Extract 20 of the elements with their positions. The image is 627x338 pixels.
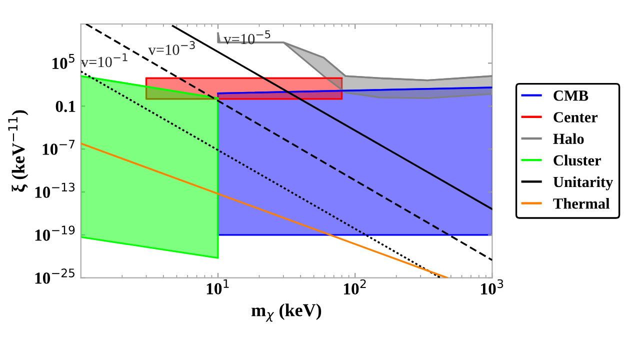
y-tick-label: 0.1 <box>56 100 76 112</box>
x-tick-label: 10$^{1}$ <box>206 279 229 294</box>
y-axis-title: ξ (keV$^{−11}$) <box>8 110 28 192</box>
y-tick-label: 10$^{5}$ <box>52 54 74 70</box>
annotation: v=10$^{−3}$ <box>148 41 195 55</box>
x-axis-title: m$_{χ}$ (keV) <box>252 304 322 322</box>
y-tick-label: 10$^{−25}$ <box>35 268 74 284</box>
legend-label: CMB <box>554 90 588 101</box>
annotation: v=10$^{−1}$ <box>80 53 128 68</box>
x-tick-label: 10$^{2}$ <box>344 279 366 295</box>
legend-label: Cluster <box>554 154 601 166</box>
legend-label: Halo <box>553 133 584 144</box>
legend-label: Unitarity <box>553 176 614 190</box>
annotation: v=10$^{−5}$ <box>224 30 270 44</box>
legend-label: Center <box>554 112 598 122</box>
y-tick-label: 10$^{−19}$ <box>35 226 75 241</box>
legend-label: Thermal <box>553 198 610 209</box>
x-tick-label: 10$^{3}$ <box>481 279 504 295</box>
y-tick-label: 10$^{−13}$ <box>35 182 75 198</box>
y-tick-label: 10$^{−7}$ <box>42 140 75 155</box>
